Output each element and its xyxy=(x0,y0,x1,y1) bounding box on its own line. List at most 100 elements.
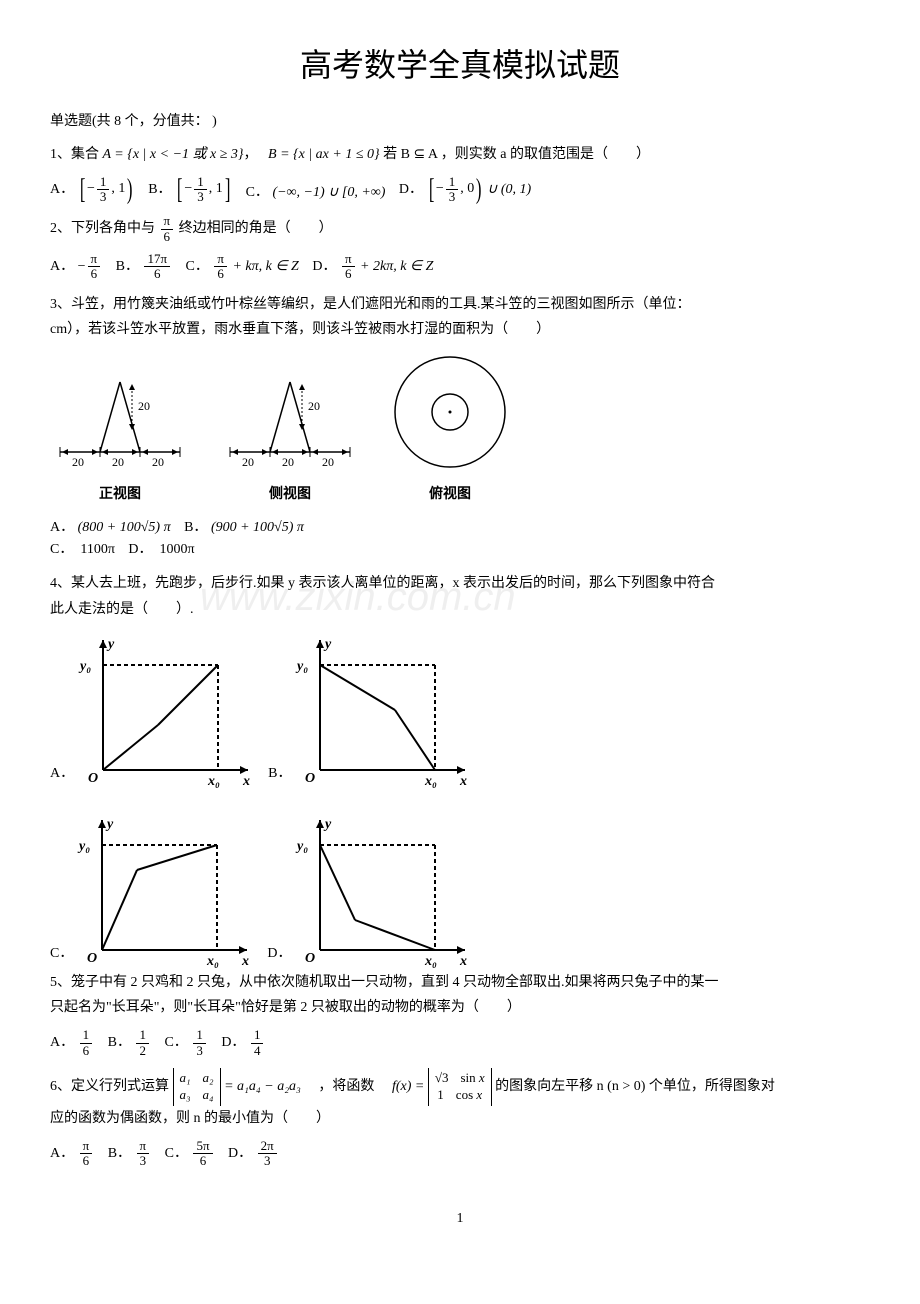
q4-optC: C． O x y y₀ x₀ xyxy=(50,810,257,970)
svg-text:y: y xyxy=(105,817,114,832)
svg-text:x₀: x₀ xyxy=(207,774,220,789)
q4-graphA-svg: O x y y₀ x₀ xyxy=(78,630,258,790)
q6-line2: 应的函数为偶函数，则 n 的最小值为（ ） xyxy=(50,1106,870,1131)
svg-text:O: O xyxy=(305,951,315,966)
q2-optC: C． π6 + kπ, k ∈ Z xyxy=(186,252,299,282)
svg-text:O: O xyxy=(305,771,315,786)
q3-optB-label: B． xyxy=(184,520,207,535)
q6-options: A． π6 B． π3 C． 5π6 D． 2π3 xyxy=(50,1139,870,1169)
top-view-label: 俯视图 xyxy=(390,484,510,506)
q2-options: A． −π6 B． 17π6 C． π6 + kπ, k ∈ Z D． π6 +… xyxy=(50,252,870,282)
q4-graphD-svg: O x y y₀ x₀ xyxy=(295,810,475,970)
question-4: 4、某人去上班，先跑步，后步行.如果 y 表示该人离单位的距离，x 表示出发后的… xyxy=(50,571,870,621)
q6-optD: D． 2π3 xyxy=(228,1139,279,1169)
page-title: 高考数学全真模拟试题 xyxy=(50,40,870,91)
q1-setB: B = {x | ax + 1 ≤ 0} xyxy=(268,147,380,162)
q3-line1: 3、斗笠，用竹篾夹油纸或竹叶棕丝等编织，是人们遮阳光和雨的工具.某斗笠的三视图如… xyxy=(50,292,870,317)
question-3: 3、斗笠，用竹篾夹油纸或竹叶棕丝等编织，是人们遮阳光和雨的工具.某斗笠的三视图如… xyxy=(50,292,870,342)
q1-optA-label: A． xyxy=(50,182,74,197)
q3-line2: cm），若该斗笠水平放置，雨水垂直下落，则该斗笠被雨水打湿的面积为（ ） xyxy=(50,317,870,342)
q4-optA-label: A． xyxy=(50,763,74,789)
q6-optC-label: C． xyxy=(165,1146,188,1161)
q1-optD-tail: ∪ (0, 1) xyxy=(487,182,531,197)
q5-optA-label: A． xyxy=(50,1035,74,1050)
q6-optC: C． 5π6 xyxy=(165,1139,215,1169)
svg-text:y: y xyxy=(323,637,332,652)
q1-optD-label: D． xyxy=(399,182,423,197)
svg-text:x: x xyxy=(459,774,467,789)
section-subtitle: 单选题(共 8 个，分值共： ) xyxy=(50,111,870,133)
svg-text:y: y xyxy=(323,817,332,832)
q3-front-view: 20 20 20 20 正视图 xyxy=(50,372,190,507)
q3-options: A． (800 + 100√5) π B． (900 + 100√5) π C．… xyxy=(50,517,870,562)
svg-text:20: 20 xyxy=(72,455,84,469)
q4-optB: B． O x y y₀ x₀ xyxy=(268,630,475,790)
q5-optB-label: B． xyxy=(108,1035,131,1050)
q2-optA: A． −π6 xyxy=(50,252,102,282)
q4-line2: 此人走法的是（ ）. xyxy=(50,597,870,622)
q6-det2: √3sin x 1cos x xyxy=(428,1068,492,1106)
q6-optA: A． π6 xyxy=(50,1139,94,1169)
top-view-svg xyxy=(390,352,510,472)
svg-text:y₀: y₀ xyxy=(77,839,90,854)
q5-options: A． 16 B． 12 C． 13 D． 14 xyxy=(50,1028,870,1058)
svg-text:20: 20 xyxy=(242,455,254,469)
q2-post: 终边相同的角是（ ） xyxy=(179,221,333,236)
q4-optD-label: D． xyxy=(267,943,291,969)
q1-options: A． [−13, 1) B． [−13, 1] C． (−∞, −1) ∪ [0… xyxy=(50,175,870,205)
q1-optB: B． [−13, 1] xyxy=(148,175,232,205)
q4-line1: 4、某人去上班，先跑步，后步行.如果 y 表示该人离单位的距离，x 表示出发后的… xyxy=(50,571,870,596)
svg-text:O: O xyxy=(87,951,97,966)
front-view-label: 正视图 xyxy=(50,484,190,506)
page-number: 1 xyxy=(50,1208,870,1230)
q1-optC-text: (−∞, −1) ∪ [0, +∞) xyxy=(272,185,385,200)
q6-mid: ，将函数 xyxy=(304,1079,388,1094)
q3-top-view: 俯视图 xyxy=(390,352,510,507)
q6-func-pre: f(x) = xyxy=(392,1079,428,1094)
q6-det1: a₁a₂ a₃a₄ xyxy=(173,1068,221,1106)
q6-optD-label: D． xyxy=(228,1146,252,1161)
q2-optB: B． 17π6 xyxy=(116,252,172,282)
q6-eq: = a₁a₄ − a₂a₃ xyxy=(224,1079,301,1094)
q1-optD: D． [−13, 0) ∪ (0, 1) xyxy=(399,175,531,205)
q3-optA-label: A． xyxy=(50,520,74,535)
q6-optB: B． π3 xyxy=(108,1139,151,1169)
question-6: 6、定义行列式运算 a₁a₂ a₃a₄ = a₁a₄ − a₂a₃ ，将函数 f… xyxy=(50,1068,870,1131)
q3-optC: C． 1100π xyxy=(50,539,115,561)
q2-optC-tail: + kπ, k ∈ Z xyxy=(232,259,298,274)
svg-text:y₀: y₀ xyxy=(295,659,308,674)
q4-optB-label: B． xyxy=(268,763,291,789)
question-1: 1、集合 A = {x | x < −1 或 x ≥ 3}， B = {x | … xyxy=(50,142,870,167)
svg-text:20: 20 xyxy=(282,455,294,469)
q3-optA-val: (800 + 100√5) π xyxy=(78,520,171,535)
q6-optB-label: B． xyxy=(108,1146,131,1161)
svg-text:20: 20 xyxy=(138,399,150,413)
svg-text:O: O xyxy=(88,771,98,786)
svg-text:x: x xyxy=(459,954,467,969)
q2-pre: 2、下列各角中与 xyxy=(50,221,159,236)
svg-text:20: 20 xyxy=(112,455,124,469)
svg-text:y₀: y₀ xyxy=(78,659,91,674)
q5-line2: 只起名为"长耳朵"，则"长耳朵"恰好是第 2 只被取出的动物的概率为（ ） xyxy=(50,995,870,1020)
svg-text:x: x xyxy=(242,774,250,789)
q2-optD-label: D． xyxy=(312,259,336,274)
q3-side-view: 20 20 20 20 侧视图 xyxy=(220,372,360,507)
q5-optD: D． 14 xyxy=(221,1028,265,1058)
q6-optA-label: A． xyxy=(50,1146,74,1161)
q2-optD: D． π6 + 2kπ, k ∈ Z xyxy=(312,252,433,282)
q2-optC-label: C． xyxy=(186,259,209,274)
q1-optC-label: C． xyxy=(246,185,269,200)
q1-optC: C． (−∞, −1) ∪ [0, +∞) xyxy=(246,182,386,204)
q5-optB: B． 12 xyxy=(108,1028,151,1058)
q3-optB-val: (900 + 100√5) π xyxy=(211,520,304,535)
svg-text:y₀: y₀ xyxy=(295,839,308,854)
q1-setA: A = {x | x < −1 或 x ≥ 3} xyxy=(103,147,244,162)
q4-optC-label: C． xyxy=(50,943,73,969)
q3-optA: A． (800 + 100√5) π xyxy=(50,517,171,539)
svg-text:y: y xyxy=(106,637,115,652)
q5-optC-label: C． xyxy=(164,1035,187,1050)
side-view-svg: 20 20 20 20 xyxy=(220,372,360,472)
q1-optB-label: B． xyxy=(148,182,171,197)
svg-text:20: 20 xyxy=(152,455,164,469)
q2-optD-tail: + 2kπ, k ∈ Z xyxy=(360,259,433,274)
